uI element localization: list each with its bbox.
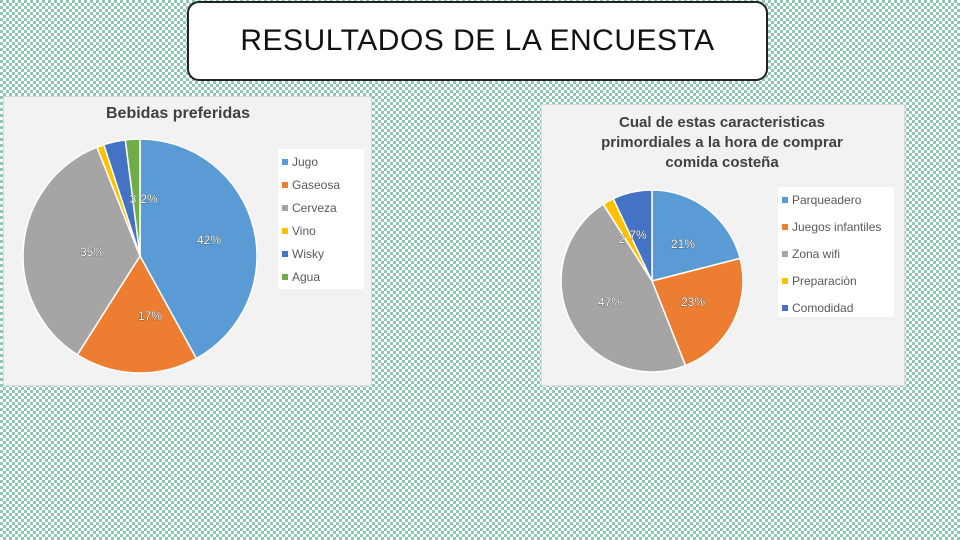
legend-label: Vino	[292, 224, 316, 238]
legend-swatch	[282, 228, 288, 234]
legend-label: Gaseosa	[292, 178, 341, 192]
pie-slice-juegos-infantiles	[650, 257, 744, 367]
legend-item: Juegos infantiles	[782, 220, 882, 234]
pie-slice-agua	[124, 138, 141, 257]
legend-swatch	[282, 205, 288, 211]
legend-item: Vino	[282, 224, 316, 238]
pie-slice-jugo	[139, 138, 258, 360]
data-label: 2	[619, 232, 626, 246]
data-label: 42%	[197, 233, 221, 247]
legend-item: Gaseosa	[282, 178, 341, 192]
chart-title-line: Cual de estas caracteristicas	[619, 114, 825, 131]
legend-swatch	[782, 197, 788, 203]
legend-swatch	[782, 251, 788, 257]
chart-title-line: primordiales a la hora de comprar	[601, 134, 843, 151]
pie-slice-zona-wifi	[560, 203, 687, 373]
chart-panel-caracteristicas: Cual de estas caracteristicas primordial…	[541, 104, 905, 386]
legend-item: Jugo	[282, 155, 319, 169]
pie-chart-caracteristicas: 21% 23% 47% 2 7%	[560, 189, 744, 373]
legend-caracteristicas: Parqueadero Juegos infantiles Zona wifi Pre…	[778, 187, 894, 317]
data-label: 17%	[138, 309, 162, 323]
legend-label: Parqueadero	[792, 193, 862, 207]
legend-label: Agua	[292, 270, 321, 284]
legend-item: Parqueadero	[782, 193, 862, 207]
legend-item: Comodidad	[782, 301, 854, 315]
legend-label: Cerveza	[292, 201, 337, 215]
legend-label: Juegos infantiles	[792, 220, 882, 234]
data-label: 35%	[80, 245, 104, 259]
legend-swatch	[782, 278, 788, 284]
legend-label: Preparaciòn	[792, 274, 857, 288]
legend-item: Zona wifi	[782, 247, 841, 261]
legend-bebidas: Jugo Gaseosa Cerveza Vino Wisky Agua	[278, 149, 364, 289]
page-title: RESULTADOS DE LA ENCUESTA	[187, 1, 768, 81]
legend-swatch	[282, 274, 288, 280]
legend-swatch	[782, 305, 788, 311]
chart-title-line: comida costeña	[665, 154, 779, 171]
data-label: 47%	[598, 295, 622, 309]
pie-slice-comodidad	[612, 189, 653, 282]
data-label: 21%	[671, 237, 695, 251]
legend-item: Preparaciòn	[782, 274, 857, 288]
chart-title: Bebidas preferidas	[106, 105, 251, 122]
legend-swatch	[282, 182, 288, 188]
legend-swatch	[282, 251, 288, 257]
data-label: 2%	[140, 192, 158, 206]
pie-chart-bebidas: 42% 17% 35% 3 2%	[22, 138, 258, 374]
pie-slice-parqueadero	[651, 189, 742, 282]
data-label: 7%	[629, 228, 647, 242]
legend-item: Cerveza	[282, 201, 337, 215]
chart-title: Cual de estas caracteristicas primordial…	[552, 113, 892, 173]
data-label: 23%	[681, 295, 705, 309]
pie-slice-cerveza	[22, 146, 141, 356]
data-label: 3	[130, 192, 137, 206]
legend-label: Wisky	[292, 247, 324, 261]
legend-label: Zona wifi	[792, 247, 841, 261]
legend-swatch	[782, 224, 788, 230]
legend-swatch	[282, 159, 288, 165]
legend-item: Agua	[282, 270, 321, 284]
chart-panel-bebidas: Bebidas preferidas 42% 17% 35% 3 2% Jugo Gase…	[3, 96, 372, 386]
pie-slice-gaseosa	[76, 254, 198, 374]
legend-label: Comodidad	[792, 301, 854, 315]
legend-item: Wisky	[282, 247, 324, 261]
legend-label: Jugo	[292, 155, 319, 169]
